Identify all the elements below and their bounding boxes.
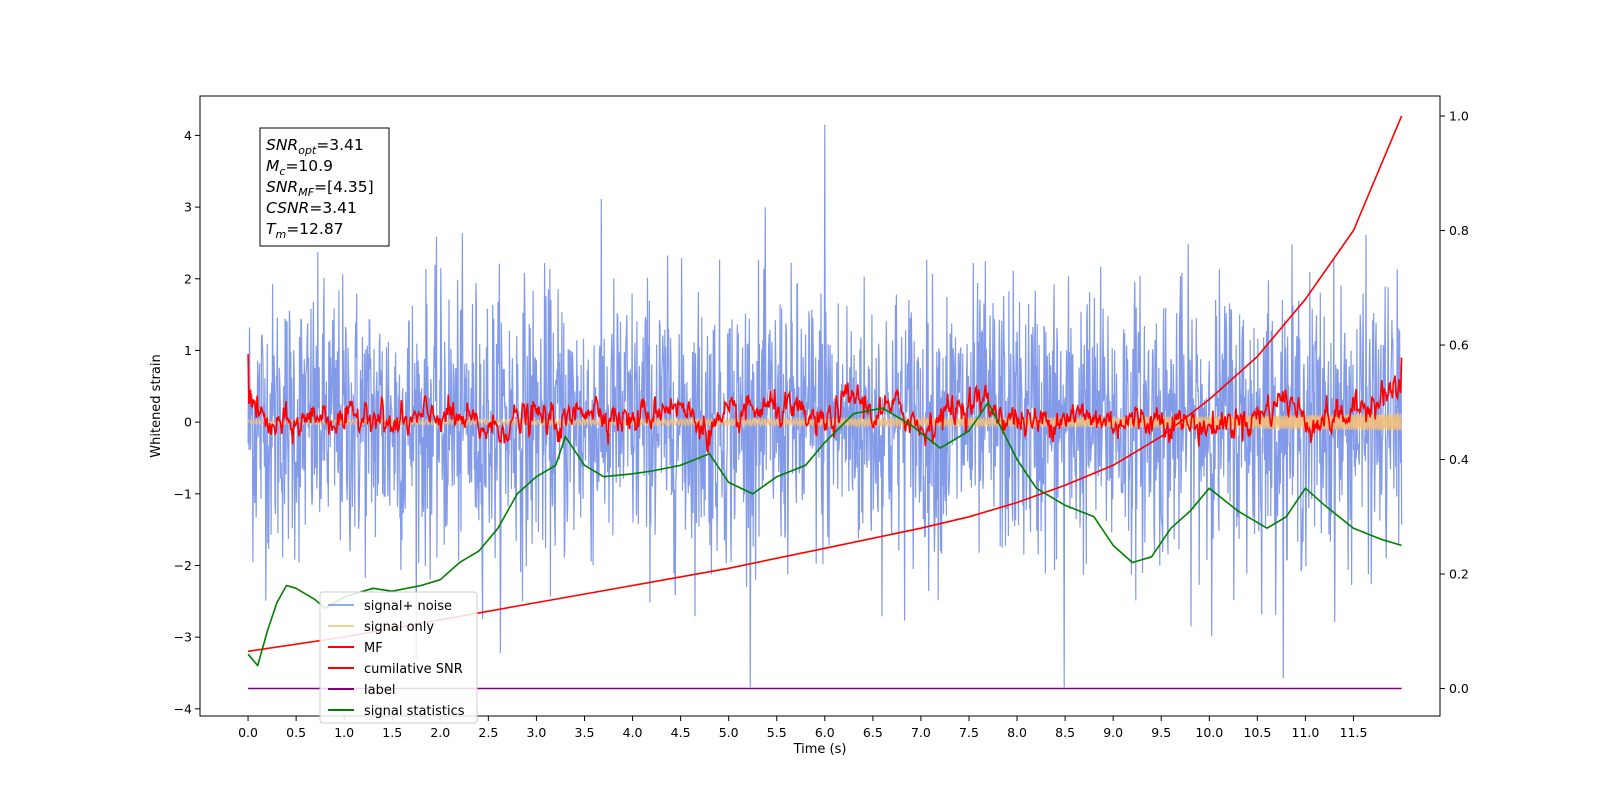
cumilative-snr-line: [247, 115, 1403, 653]
x-tick-label: 2.0: [430, 725, 450, 740]
x-tick-label: 5.0: [719, 725, 739, 740]
plot-area: [247, 115, 1403, 690]
y-tick-label: 3: [184, 200, 192, 215]
axes: 0.0 0.5 1.0 1.5 2.0 2.5 3.0 3.5 4.0 4.5 5.0 5.5 6.0 6…: [174, 109, 1469, 740]
y-axis-label: Whitened strain: [149, 354, 164, 457]
legend-label: signal statistics: [364, 704, 465, 719]
x-tick-label: 9.5: [1151, 725, 1171, 740]
legend-label: cumilative SNR: [364, 662, 463, 677]
mf-line: [247, 353, 1403, 455]
legend-label: label: [364, 683, 395, 698]
info-line: Tm=12.87: [266, 220, 344, 241]
legend-label: signal only: [364, 620, 434, 635]
y-tick-label: 0: [184, 415, 192, 430]
x-tick-label: 4.0: [623, 725, 643, 740]
y2-tick-label: 0.8: [1449, 223, 1469, 238]
legend-label: signal+ noise: [364, 599, 452, 614]
x-tick-label: 1.5: [382, 725, 402, 740]
x-tick-label: 9.0: [1103, 725, 1123, 740]
y-tick-label: 1: [184, 343, 192, 358]
x-tick-label: 6.0: [815, 725, 835, 740]
x-tick-label: 6.5: [863, 725, 883, 740]
info-line: CSNR=3.41: [266, 199, 357, 217]
y-tick-label: 4: [184, 128, 192, 143]
x-tick-label: 0.5: [286, 725, 306, 740]
x-tick-label: 5.5: [767, 725, 787, 740]
y2-tick-label: 0.4: [1449, 452, 1469, 467]
x-tick-label: 10.0: [1195, 725, 1223, 740]
y2-tick-label: 0.6: [1449, 338, 1469, 353]
x-tick-label: 3.0: [526, 725, 546, 740]
x-tick-label: 2.5: [478, 725, 498, 740]
y-tick-label: −4: [174, 701, 192, 716]
x-tick-label: 7.0: [911, 725, 931, 740]
legend-label: MF: [364, 641, 383, 656]
info-box-frame: [259, 127, 390, 247]
y-tick-label: −2: [174, 558, 192, 573]
x-tick-label: 8.0: [1007, 725, 1027, 740]
x-tick-label: 0.0: [238, 725, 258, 740]
info-line: Mc=10.9: [266, 157, 333, 178]
y2-tick-label: 0.0: [1449, 681, 1469, 696]
info-line: SNRopt=3.41: [266, 136, 364, 157]
x-tick-label: 4.5: [671, 725, 691, 740]
x-tick-label: 3.5: [575, 725, 595, 740]
signal-statistics-line: [247, 401, 1402, 667]
x-tick-label: 11.0: [1292, 725, 1320, 740]
legend-frame: [319, 591, 478, 724]
y2-tick-label: 0.2: [1449, 567, 1469, 582]
x-axis-label: Time (s): [793, 742, 847, 757]
x-tick-label: 8.5: [1055, 725, 1075, 740]
y2-tick-label: 1.0: [1449, 109, 1469, 124]
info-line: SNRMF=[4.35]: [266, 178, 374, 199]
x-tick-label: 7.5: [959, 725, 979, 740]
x-tick-label: 11.5: [1340, 725, 1368, 740]
y-tick-label: −1: [174, 486, 192, 501]
y-tick-label: −3: [174, 630, 192, 645]
y-tick-label: 2: [184, 271, 192, 286]
axes-frame: [199, 95, 1441, 717]
legend: signal+ noise signal only MF cumilative SNR…: [319, 591, 478, 724]
x-tick-label: 10.5: [1243, 725, 1271, 740]
x-tick-label: 1.0: [334, 725, 354, 740]
